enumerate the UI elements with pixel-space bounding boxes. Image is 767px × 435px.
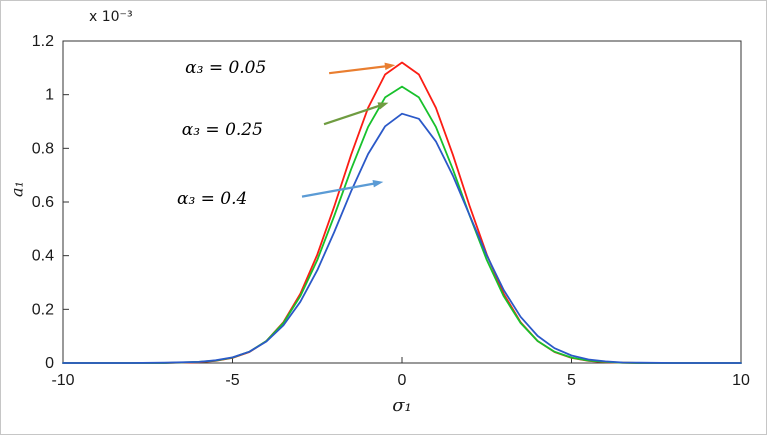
y-tick-label: 0.2 (32, 301, 54, 318)
annotation-arrow (328, 65, 387, 75)
annotation-arrowhead (384, 62, 396, 71)
x-tick-label: 10 (732, 372, 750, 389)
y-axis-label: a₁ (7, 181, 27, 197)
plot-box (62, 40, 742, 364)
curve-alpha3-0-05 (62, 61, 742, 364)
y-tick-label: 0.6 (32, 194, 54, 211)
x-tick-label: -10 (51, 372, 74, 389)
x-axis-label: σ₁ (392, 395, 412, 416)
annotation-label-alpha3-025: α₃ = 0.25 (181, 119, 263, 140)
curve-alpha3-0-4 (62, 112, 742, 364)
annotation-label-alpha3-04: α₃ = 0.4 (176, 189, 248, 210)
annotation-arrowhead (377, 102, 389, 110)
y-tick-label: 0.8 (32, 140, 54, 157)
y-tick-label: 0.4 (32, 248, 54, 265)
x-tick-label: 0 (398, 372, 407, 389)
curve-alpha3-0-25 (62, 85, 742, 364)
annotation-arrowhead (372, 180, 384, 188)
x-tick-label: -5 (225, 372, 239, 389)
annotation-arrow (323, 104, 381, 126)
annotation-label-alpha3-005: α₃ = 0.05 (185, 57, 267, 78)
y-tick-label: 1.2 (32, 33, 54, 50)
y-tick-label: 0 (45, 355, 54, 372)
y-tick-label: 1 (45, 87, 54, 104)
annotation-arrow (301, 182, 375, 198)
x-tick-label: 5 (567, 372, 576, 389)
y-axis-exponent-label: x 10⁻³ (89, 9, 133, 25)
